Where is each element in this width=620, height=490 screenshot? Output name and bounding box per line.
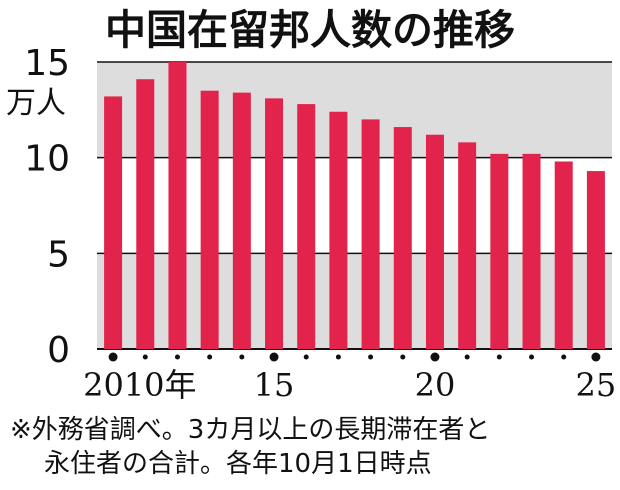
x-axis-ticks: 2010年 15 20 25: [83, 366, 616, 404]
bar-2016: [297, 104, 316, 350]
minor-dot: [239, 354, 245, 360]
bar-2021: [458, 142, 477, 349]
bar-2012: [168, 62, 187, 349]
bar-2010: [104, 96, 123, 349]
y-axis-unit: 万人: [6, 86, 66, 121]
bar-2020: [425, 134, 444, 349]
minor-dot: [368, 354, 374, 360]
major-dot: [269, 352, 279, 362]
major-dot: [430, 352, 440, 362]
minor-dot: [142, 354, 148, 360]
minor-dot: [496, 354, 502, 360]
bar-2018: [361, 119, 380, 350]
x-tick-label: 25: [576, 366, 617, 404]
bars: [104, 62, 605, 350]
minor-dot: [303, 354, 309, 360]
bar-2025: [586, 171, 605, 349]
bar-2014: [232, 92, 251, 349]
minor-dot: [174, 354, 180, 360]
minor-dot: [207, 354, 213, 360]
note-line-2: 永住者の合計。各年10月1日時点: [44, 449, 432, 479]
minor-dot: [464, 354, 470, 360]
y-tick-label: 0: [47, 330, 70, 371]
x-tick-label: 2010年: [83, 366, 196, 404]
minor-dot: [529, 354, 535, 360]
note-line-1: ※外務省調べ。3カ月以上の長期滞在者と: [10, 415, 490, 445]
minor-dot: [561, 354, 567, 360]
minor-dot: [335, 354, 341, 360]
bar-2023: [522, 153, 541, 349]
bar-2011: [136, 79, 155, 349]
bar-2015: [265, 98, 284, 349]
x-axis-dots: [108, 352, 601, 362]
bar-2017: [329, 111, 348, 349]
bar-2022: [490, 153, 509, 349]
major-dot: [108, 352, 118, 362]
minor-dot: [400, 354, 406, 360]
y-tick-label: 10: [24, 139, 70, 180]
y-tick-label: 15: [24, 43, 70, 84]
bar-2013: [200, 90, 219, 349]
x-tick-label: 15: [254, 366, 295, 404]
x-tick-label: 20: [415, 366, 456, 404]
major-dot: [591, 352, 601, 362]
y-tick-label: 5: [47, 234, 70, 275]
y-axis-ticks: 0 5 10 15: [24, 43, 70, 371]
bar-2019: [393, 127, 412, 349]
chart-title: 中国在留邦人数の推移: [105, 6, 515, 54]
bar-2024: [554, 161, 573, 349]
